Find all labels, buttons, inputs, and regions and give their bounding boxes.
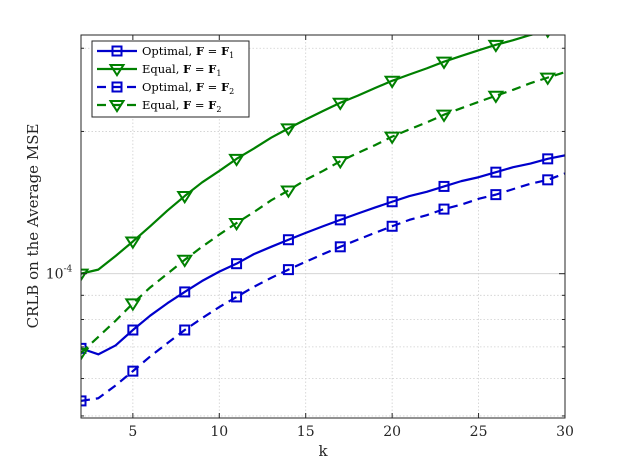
- data-point: [124, 298, 142, 312]
- legend-marker: [108, 99, 126, 114]
- legend-label: Optimal, F = F1: [142, 44, 234, 60]
- data-point: [124, 236, 142, 250]
- legend-equals: =: [204, 44, 221, 58]
- legend-lhs: F: [183, 98, 192, 112]
- legend-label: Equal, F = F2: [142, 98, 221, 114]
- x-tick-label: 10: [210, 424, 228, 440]
- legend-label: Optimal, F = F2: [142, 80, 234, 96]
- y-axis-title: CRLB on the Average MSE: [24, 124, 42, 329]
- legend-lhs: F: [183, 62, 192, 76]
- series-3: [81, 172, 565, 407]
- data-point: [231, 291, 243, 303]
- data-point: [331, 156, 349, 170]
- data-point: [179, 286, 191, 298]
- y-tick-exponent: -4: [64, 265, 73, 275]
- legend-subscript: 2: [229, 87, 234, 96]
- data-point: [383, 131, 401, 145]
- legend-prefix: Optimal,: [142, 44, 196, 58]
- series-4: [81, 71, 565, 361]
- data-point: [487, 90, 505, 104]
- legend-prefix: Optimal,: [142, 80, 196, 94]
- legend-subscript: 1: [216, 69, 221, 78]
- x-axis-title: k: [318, 442, 328, 460]
- series-layer: [81, 35, 565, 407]
- legend-marker: [108, 63, 126, 78]
- data-point: [490, 189, 502, 201]
- legend-marker: [111, 45, 123, 57]
- legend-prefix: Equal,: [142, 98, 183, 112]
- legend-subscript: 1: [229, 51, 234, 60]
- legend-rhs: F: [208, 98, 217, 112]
- grid: [81, 35, 566, 418]
- legend-lhs: F: [196, 44, 205, 58]
- data-point: [282, 234, 294, 246]
- x-tick-label: 25: [470, 424, 488, 440]
- legend-entry: Equal, F = F2: [97, 98, 221, 114]
- data-point: [127, 365, 139, 377]
- series-line: [81, 35, 535, 275]
- data-point: [490, 166, 502, 178]
- data-point: [438, 203, 450, 215]
- legend-subscript: 2: [216, 105, 221, 114]
- legend-label: Equal, F = F1: [142, 62, 221, 78]
- x-tick-label: 5: [128, 424, 137, 440]
- data-point: [81, 347, 90, 361]
- data-point: [542, 153, 554, 165]
- legend-rhs: F: [221, 44, 230, 58]
- data-point: [438, 180, 450, 192]
- legend-entry: Equal, F = F1: [97, 62, 221, 78]
- data-point: [334, 241, 346, 253]
- series-line: [81, 71, 565, 354]
- data-point: [487, 39, 505, 53]
- data-point: [386, 220, 398, 232]
- data-point: [127, 324, 139, 336]
- y-tick-label: 10-4: [46, 265, 73, 283]
- legend-equals: =: [191, 98, 208, 112]
- data-point: [228, 153, 245, 167]
- data-point: [280, 185, 297, 199]
- data-point: [280, 123, 297, 137]
- legend-rhs: F: [208, 62, 217, 76]
- data-point: [81, 395, 87, 407]
- data-point: [542, 174, 554, 186]
- data-point: [81, 268, 90, 282]
- axis-ticks: 5 10 15 20 25 30 10-4: [46, 35, 574, 440]
- legend-entry: Optimal, F = F2: [97, 80, 234, 96]
- legend-entry: Optimal, F = F1: [97, 44, 234, 60]
- legend-marker: [111, 81, 123, 93]
- data-point: [435, 56, 453, 70]
- legend-equals: =: [191, 62, 208, 76]
- data-point: [179, 324, 191, 336]
- x-tick-label: 30: [556, 424, 574, 440]
- legend-lhs: F: [196, 80, 205, 94]
- data-point: [386, 196, 398, 208]
- data-point: [176, 254, 194, 268]
- x-tick-label: 20: [383, 424, 401, 440]
- data-point: [231, 258, 243, 270]
- data-point: [228, 218, 245, 232]
- series-line: [81, 154, 565, 356]
- legend-equals: =: [204, 80, 221, 94]
- data-point: [176, 191, 194, 205]
- data-point: [383, 75, 401, 89]
- data-point: [435, 109, 453, 123]
- data-point: [334, 214, 346, 226]
- series-line: [81, 172, 565, 402]
- series-2: [81, 35, 551, 282]
- data-point: [539, 72, 557, 86]
- series-1: [81, 153, 565, 356]
- plot-frame: [80, 34, 566, 419]
- x-tick-label: 15: [297, 424, 315, 440]
- data-point: [282, 264, 294, 276]
- legend-rhs: F: [221, 80, 230, 94]
- data-point: [331, 97, 349, 111]
- legend-prefix: Equal,: [142, 62, 183, 76]
